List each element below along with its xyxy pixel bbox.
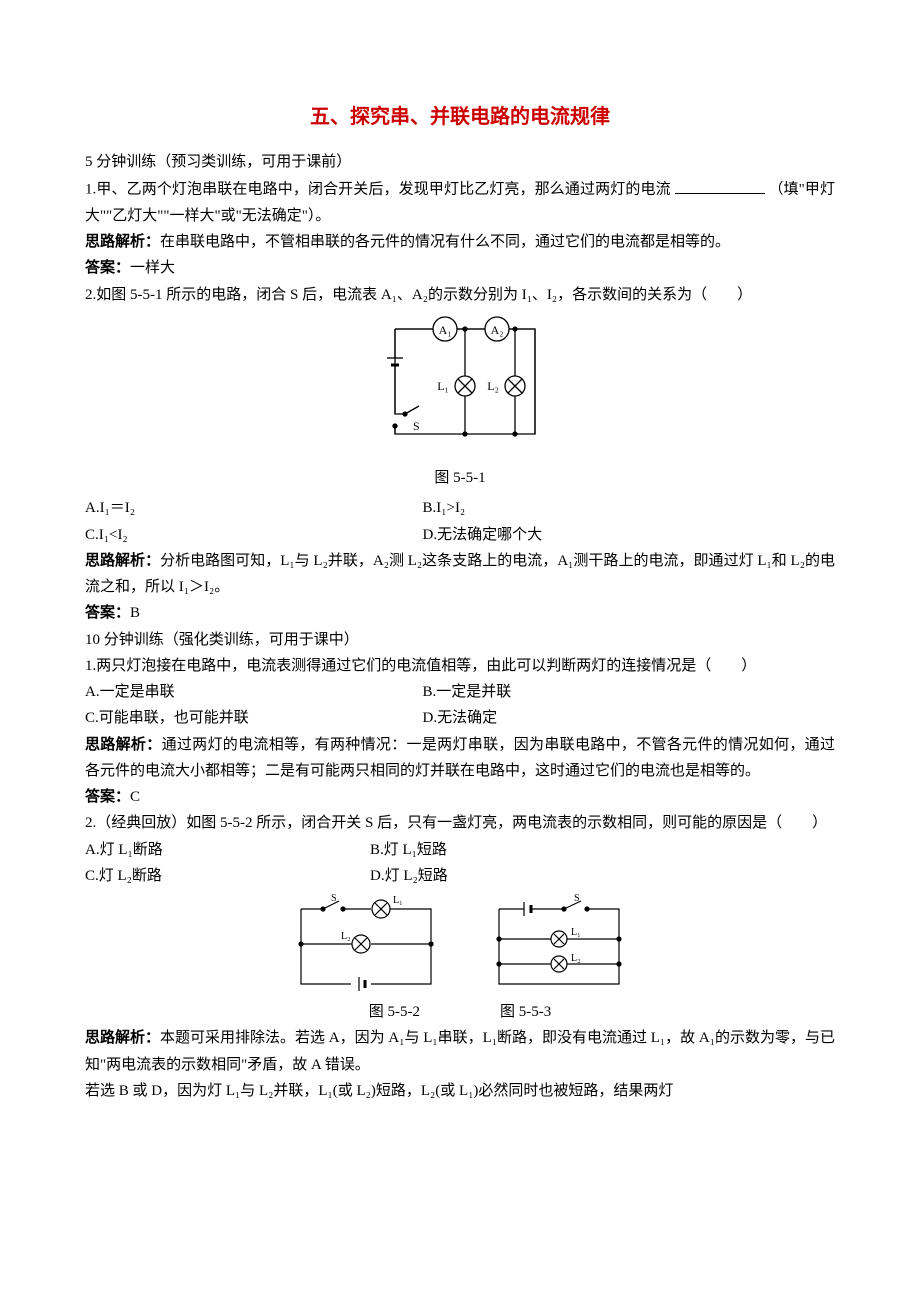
- q2-optB: B.I₁>I₂: [423, 495, 836, 521]
- q1-blank: [675, 175, 765, 193]
- q2-stem: 2.如图 5-5-1 所示的电路，闭合 S 后，电流表 A₁、A₂的示数分别为 …: [85, 282, 835, 308]
- s10-q2-options-row1: A.灯 L₁断路 B.灯 L₁短路: [85, 837, 835, 863]
- s10-q1-optD: D.无法确定: [423, 705, 836, 731]
- s10-q1-analysis: 思路解析：通过两灯的电流相等，有两种情况：一是两灯串联，因为串联电路中，不管各元…: [85, 732, 835, 785]
- figure-5-5-1-caption: 图 5-5-1: [85, 465, 835, 491]
- document-title: 五、探究串、并联电路的电流规律: [85, 100, 835, 135]
- s10-q2-optB: B.灯 L₁短路: [370, 837, 783, 863]
- circuit-diagram-3: S L₁ L₂: [479, 889, 639, 999]
- circuit-diagram-2: S L₁ L₂: [281, 889, 451, 999]
- analysis-label: 思路解析：: [85, 233, 160, 250]
- figure-5-5-3-caption: 图 5-5-3: [500, 999, 551, 1025]
- answer-label: 答案：: [85, 604, 130, 621]
- svg-text:L₂: L₂: [571, 953, 581, 964]
- figures-552-553-captions: 图 5-5-2 图 5-5-3: [85, 999, 835, 1025]
- q1-analysis: 思路解析：在串联电路中，不管相串联的各元件的情况有什么不同，通过它们的电流都是相…: [85, 229, 835, 255]
- circuit-diagram-1: A₁ A₂ L₁ L₂ S: [365, 314, 555, 454]
- section-5min-header: 5 分钟训练（预习类训练，可用于课前）: [85, 149, 835, 175]
- q2-optD: D.无法确定哪个大: [423, 522, 836, 548]
- section-10min-header: 10 分钟训练（强化类训练，可用于课中）: [85, 627, 835, 653]
- s10-q1-optB: B.一定是并联: [423, 679, 836, 705]
- q2-answer: 答案：B: [85, 600, 835, 626]
- svg-text:L₁: L₁: [571, 927, 581, 938]
- analysis-label: 思路解析：: [85, 552, 160, 569]
- svg-text:S: S: [331, 893, 337, 904]
- q1-stem: 1.甲、乙两个灯泡串联在电路中，闭合开关后，发现甲灯比乙灯亮，那么通过两灯的电流…: [85, 175, 835, 229]
- s10-q2-analysis-text-1: 本题可采用排除法。若选 A，因为 A₁与 L₁串联，L₁断路，即没有电流通过 L…: [85, 1030, 835, 1072]
- q2-options-row1: A.I₁＝I₂ B.I₁>I₂: [85, 495, 835, 521]
- s10-q1-options-row1: A.一定是串联 B.一定是并联: [85, 679, 835, 705]
- svg-text:S: S: [574, 893, 580, 904]
- figure-5-5-1: A₁ A₂ L₁ L₂ S: [85, 314, 835, 463]
- svg-text:L₂: L₂: [487, 379, 499, 393]
- q2-optC: C.I₁<I₂: [85, 522, 423, 548]
- figure-5-5-2-caption: 图 5-5-2: [369, 999, 420, 1025]
- analysis-label: 思路解析：: [85, 736, 162, 753]
- s10-q1-answer: 答案：C: [85, 784, 835, 810]
- svg-text:L₁: L₁: [393, 895, 403, 906]
- analysis-label: 思路解析：: [85, 1029, 160, 1046]
- s10-q2-analysis: 思路解析：本题可采用排除法。若选 A，因为 A₁与 L₁串联，L₁断路，即没有电…: [85, 1025, 835, 1078]
- s10-q1-stem: 1.两只灯泡接在电路中，电流表测得通过它们的电流值相等，由此可以判断两灯的连接情…: [85, 653, 835, 679]
- s10-q2-options-row2: C.灯 L₂断路 D.灯 L₂短路: [85, 863, 835, 889]
- q1-answer-text: 一样大: [130, 260, 175, 276]
- s10-q2-analysis-2: 若选 B 或 D，因为灯 L₁与 L₂并联，L₁(或 L₂)短路，L₂(或 L₁…: [85, 1078, 835, 1104]
- s10-q1-optC: C.可能串联，也可能并联: [85, 705, 423, 731]
- svg-text:L₁: L₁: [437, 379, 449, 393]
- s10-q2-optC: C.灯 L₂断路: [85, 863, 370, 889]
- s10-q1-answer-text: C: [130, 789, 140, 805]
- s10-q1-optA: A.一定是串联: [85, 679, 423, 705]
- s10-q1-options-row2: C.可能串联，也可能并联 D.无法确定: [85, 705, 835, 731]
- q2-optA: A.I₁＝I₂: [85, 495, 423, 521]
- svg-text:L₂: L₂: [341, 931, 351, 942]
- q2-answer-text: B: [130, 605, 140, 621]
- q1-answer: 答案：一样大: [85, 255, 835, 281]
- q1-stem-a: 1.甲、乙两个灯泡串联在电路中，闭合开关后，发现甲灯比乙灯亮，那么通过两灯的电流: [85, 182, 671, 198]
- s10-q2-optD: D.灯 L₂短路: [370, 863, 783, 889]
- answer-label: 答案：: [85, 788, 130, 805]
- q1-analysis-text: 在串联电路中，不管相串联的各元件的情况有什么不同，通过它们的电流都是相等的。: [160, 234, 730, 250]
- svg-text:S: S: [413, 419, 420, 433]
- s10-q2-optA: A.灯 L₁断路: [85, 837, 370, 863]
- svg-text:A₁: A₁: [439, 323, 452, 337]
- q2-options-row2: C.I₁<I₂ D.无法确定哪个大: [85, 522, 835, 548]
- q2-analysis: 思路解析：分析电路图可知，L₁与 L₂并联，A₂测 L₂这条支路上的电流，A₁测…: [85, 548, 835, 601]
- s10-q1-analysis-text: 通过两灯的电流相等，有两种情况：一是两灯串联，因为串联电路中，不管各元件的情况如…: [85, 737, 835, 779]
- answer-label: 答案：: [85, 259, 130, 276]
- s10-q2-stem: 2.（经典回放）如图 5-5-2 所示，闭合开关 S 后，只有一盏灯亮，两电流表…: [85, 810, 835, 836]
- svg-text:A₂: A₂: [491, 323, 504, 337]
- q2-analysis-text: 分析电路图可知，L₁与 L₂并联，A₂测 L₂这条支路上的电流，A₁测干路上的电…: [85, 553, 835, 595]
- figures-552-553: S L₁ L₂: [85, 889, 835, 999]
